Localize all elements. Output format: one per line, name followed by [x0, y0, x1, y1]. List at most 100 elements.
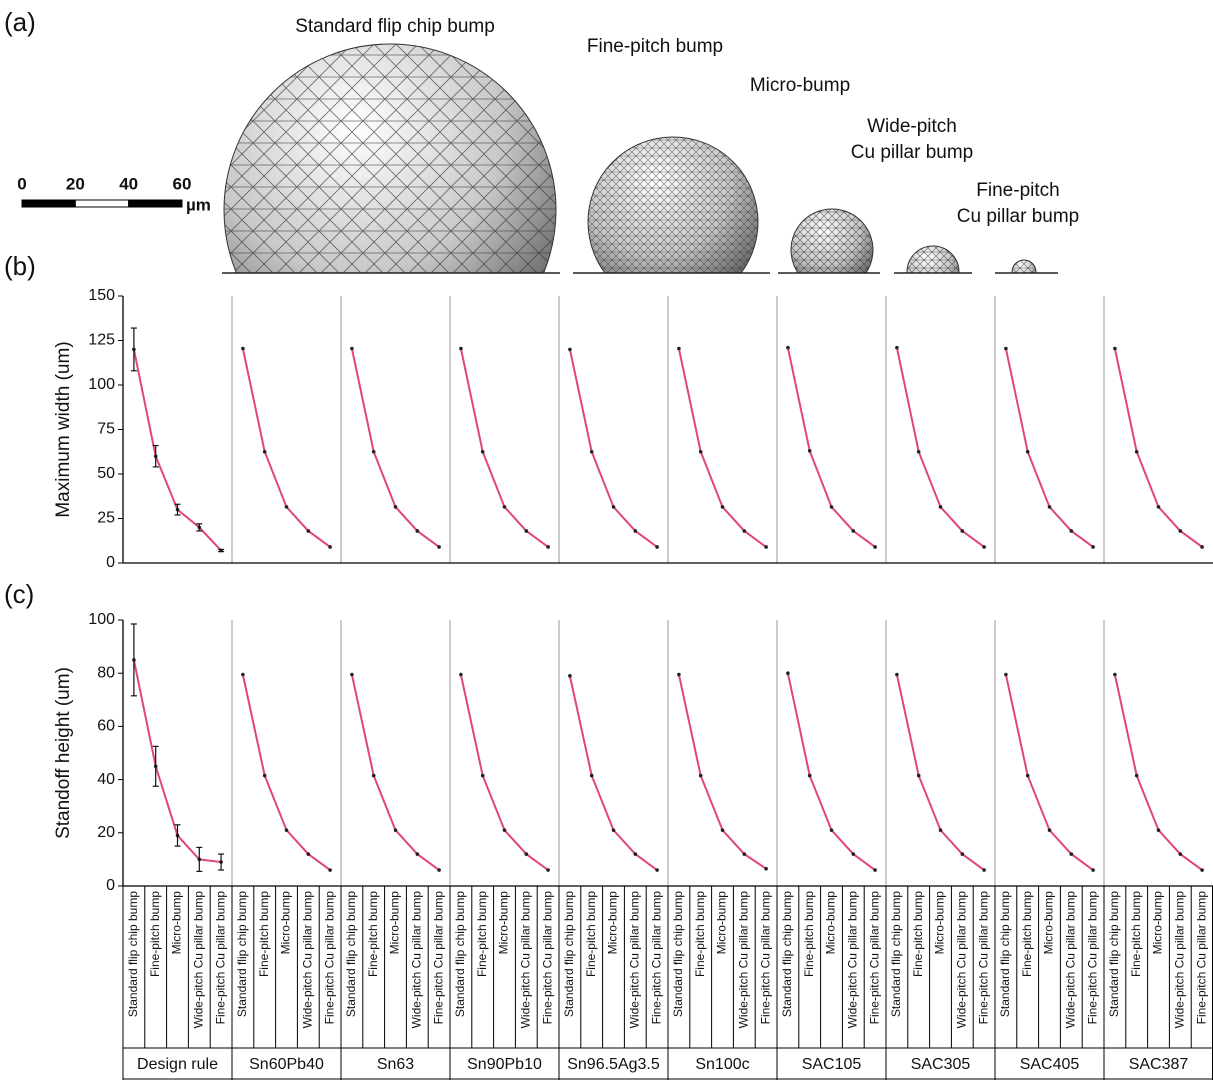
data-point	[1135, 450, 1139, 454]
y-tick-label: 100	[88, 611, 115, 628]
series-line	[1115, 349, 1202, 547]
x-tick-label: Wide-pitch Cu pillar bump	[954, 891, 968, 1029]
x-tick-label: Standard flip chip bump	[998, 891, 1012, 1017]
y-tick-label: 60	[97, 718, 115, 735]
data-point	[721, 505, 725, 509]
x-tick-label: Standard flip chip bump	[126, 891, 140, 1017]
error-bar	[218, 549, 224, 551]
group-label: Design rule	[137, 1056, 218, 1073]
data-point	[655, 868, 659, 872]
data-point	[1179, 852, 1183, 856]
data-point	[1026, 450, 1030, 454]
group-label: Sn96.5Ag3.5	[567, 1056, 660, 1073]
data-point	[1091, 868, 1095, 872]
data-point	[612, 505, 616, 509]
x-tick-label: Fine-pitch Cu pillar bump	[867, 891, 881, 1025]
scale-tick-label: 20	[66, 174, 85, 193]
scale-tick-label: 0	[17, 174, 26, 193]
series-line	[570, 676, 657, 870]
data-point	[852, 529, 856, 533]
data-point	[677, 347, 681, 351]
data-point	[917, 450, 921, 454]
x-tick-label: Fine-pitch Cu pillar bump	[758, 891, 772, 1025]
data-point	[1200, 545, 1204, 549]
data-point	[1048, 828, 1052, 832]
bump-label: Cu pillar bump	[851, 142, 974, 163]
x-tick-label: Micro-bump	[606, 891, 620, 955]
series-line	[243, 675, 330, 871]
x-tick-label: Wide-pitch Cu pillar bump	[409, 891, 423, 1029]
data-point	[546, 545, 550, 549]
data-point	[655, 545, 659, 549]
x-tick-label: Standard flip chip bump	[235, 891, 249, 1017]
data-point	[459, 673, 463, 677]
y-tick-label: 100	[88, 376, 115, 393]
x-tick-label: Standard flip chip bump	[562, 891, 576, 1017]
data-point	[1157, 828, 1161, 832]
data-point	[437, 545, 441, 549]
data-point	[786, 671, 790, 675]
x-tick-label: Wide-pitch Cu pillar bump	[1063, 891, 1077, 1029]
x-tick-label: Wide-pitch Cu pillar bump	[627, 891, 641, 1029]
y-tick-label: 0	[106, 554, 115, 571]
group-label: Sn100c	[695, 1056, 749, 1073]
data-point	[394, 828, 398, 832]
x-tick-label: Standard flip chip bump	[889, 891, 903, 1017]
data-point	[525, 852, 529, 856]
data-point	[503, 505, 507, 509]
x-tick-label: Micro-bump	[497, 891, 511, 955]
scale-segment	[22, 200, 75, 207]
data-point	[939, 828, 943, 832]
data-point	[764, 545, 768, 549]
data-point	[1048, 505, 1052, 509]
data-point	[307, 529, 311, 533]
x-tick-label: Micro-bump	[388, 891, 402, 955]
y-tick-label: 20	[97, 824, 115, 841]
series-line	[679, 675, 766, 869]
data-point	[568, 674, 572, 678]
x-tick-label: Fine-pitch Cu pillar bump	[322, 891, 336, 1025]
x-tick-label: Fine-pitch Cu pillar bump	[1194, 891, 1208, 1025]
scale-segment	[75, 200, 128, 207]
scale-unit: µm	[186, 195, 211, 214]
y-tick-label: 150	[88, 287, 115, 304]
series-line	[1006, 675, 1093, 871]
data-point	[1070, 529, 1074, 533]
figure: (a)(b)(c)Standard flip chip bumpFine-pit…	[0, 0, 1213, 1080]
x-tick-label: Fine-pitch Cu pillar bump	[540, 891, 554, 1025]
x-tick-label: Fine-pitch Cu pillar bump	[1085, 891, 1099, 1025]
data-point	[677, 673, 681, 677]
x-tick-label: Standard flip chip bump	[780, 891, 794, 1017]
data-point	[416, 852, 420, 856]
data-point	[830, 505, 834, 509]
y-tick-label: 0	[106, 877, 115, 894]
x-tick-label: Wide-pitch Cu pillar bump	[736, 891, 750, 1029]
x-tick-label: Fine-pitch bump	[1020, 891, 1034, 977]
bump-label: Fine-pitch bump	[587, 36, 723, 57]
x-tick-label: Fine-pitch Cu pillar bump	[213, 891, 227, 1025]
series-line	[1006, 349, 1093, 547]
group-label: SAC405	[1020, 1056, 1080, 1073]
data-point	[590, 450, 594, 454]
data-point	[263, 774, 267, 778]
data-point	[961, 852, 965, 856]
x-tick-label: Standard flip chip bump	[453, 891, 467, 1017]
data-point	[285, 505, 289, 509]
bump-label: Cu pillar bump	[957, 206, 1080, 227]
series-line	[679, 349, 766, 547]
data-point	[1113, 347, 1117, 351]
series-line	[788, 348, 875, 547]
x-tick-label: Fine-pitch bump	[475, 891, 489, 977]
data-point	[895, 673, 899, 677]
data-point	[285, 828, 289, 832]
series-line	[243, 349, 330, 547]
data-point	[1004, 673, 1008, 677]
x-tick-label: Fine-pitch bump	[584, 891, 598, 977]
group-label: SAC387	[1129, 1056, 1189, 1073]
series-line	[461, 675, 548, 871]
data-point	[394, 505, 398, 509]
x-tick-label: Micro-bump	[279, 891, 293, 955]
scale-tick-label: 60	[173, 174, 192, 193]
bump-label: Micro-bump	[750, 75, 850, 96]
data-point	[634, 852, 638, 856]
